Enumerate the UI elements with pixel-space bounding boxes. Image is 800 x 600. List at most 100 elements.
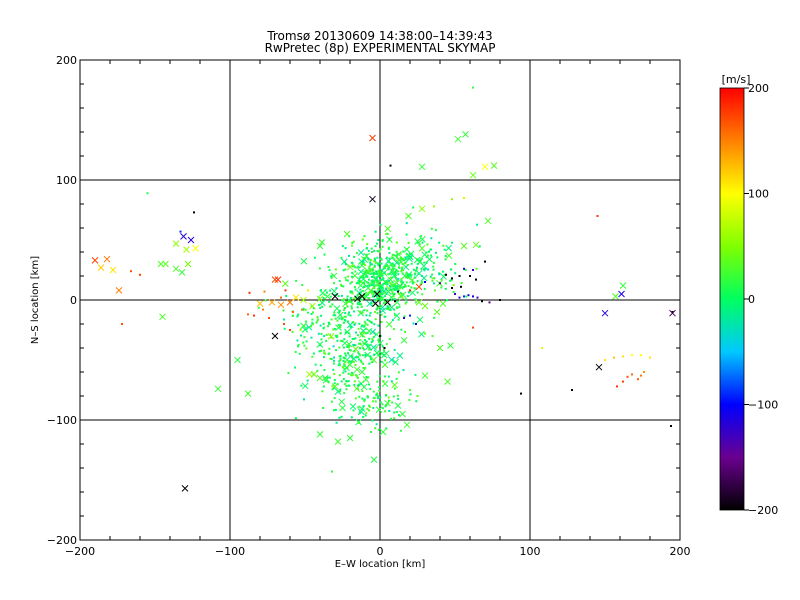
- data-point-dot: [481, 300, 483, 303]
- data-point-dot: [339, 357, 342, 360]
- data-point-dot: [394, 271, 397, 274]
- data-point-dot: [390, 417, 393, 420]
- chart-subtitle: RwPretec (8p) EXPERIMENTAL SKYMAP: [265, 41, 496, 55]
- data-point-dot: [355, 356, 358, 359]
- data-point-dot: [402, 281, 405, 284]
- data-point-x: [469, 171, 477, 179]
- data-point-dot: [312, 352, 315, 355]
- data-point-dot: [395, 254, 398, 257]
- data-point-dot: [363, 325, 366, 328]
- data-point-dot: [338, 317, 341, 320]
- data-point-x: [415, 299, 423, 306]
- data-point-x: [316, 242, 324, 250]
- data-point-dot: [361, 275, 364, 278]
- data-point-dot: [344, 352, 347, 355]
- data-point-dot: [264, 299, 267, 302]
- data-point-dot: [365, 246, 368, 249]
- data-point-dot: [318, 267, 321, 270]
- data-point-dot: [364, 354, 367, 357]
- data-point-dot: [380, 360, 383, 363]
- data-point-dot: [301, 284, 304, 287]
- data-point-dot: [376, 297, 379, 300]
- data-point-dot: [337, 323, 340, 326]
- data-point-x: [618, 290, 625, 298]
- data-point-dot: [383, 347, 386, 349]
- data-point-dot: [414, 287, 417, 290]
- data-point-dot: [385, 256, 388, 259]
- data-point-dot: [397, 262, 400, 265]
- data-point-dot: [305, 347, 308, 350]
- data-point-dot: [367, 249, 370, 252]
- data-point-dot: [385, 427, 388, 430]
- data-point-dot: [404, 274, 407, 277]
- data-point-dot: [314, 363, 317, 366]
- data-point-x: [407, 250, 415, 258]
- data-point-dot: [359, 291, 362, 294]
- data-point-dot: [342, 371, 345, 374]
- data-point-dot: [367, 272, 370, 275]
- data-point-dot: [395, 259, 398, 262]
- data-point-dot: [350, 416, 353, 419]
- data-point-dot: [353, 380, 356, 383]
- data-point-dot: [372, 301, 375, 304]
- data-point-x: [418, 245, 426, 252]
- data-point-dot: [604, 359, 606, 361]
- data-point-dot: [310, 336, 313, 339]
- data-point-x: [346, 263, 354, 271]
- data-point-dot: [337, 295, 340, 298]
- data-point-dot: [298, 352, 301, 355]
- data-point-x: [178, 269, 186, 276]
- data-point-dot: [405, 248, 408, 251]
- data-point-dot: [394, 300, 396, 303]
- data-point-dot: [387, 306, 390, 309]
- data-point-dot: [371, 292, 374, 295]
- data-point-dot: [332, 328, 335, 331]
- data-point-dot: [339, 283, 342, 286]
- data-point-dot: [369, 282, 372, 285]
- data-point-dot: [354, 288, 357, 291]
- data-point-dot: [389, 276, 392, 279]
- data-point-dot: [421, 293, 424, 296]
- data-point-dot: [460, 282, 463, 285]
- data-point-dot: [387, 399, 390, 402]
- data-point-dot: [349, 349, 352, 352]
- data-point-x: [418, 205, 426, 213]
- data-point-dot: [407, 241, 410, 244]
- data-point-dot: [362, 290, 365, 293]
- data-points: [91, 86, 676, 492]
- data-point-dot: [379, 278, 382, 281]
- data-point-dot: [433, 261, 436, 264]
- data-point-dot: [343, 315, 346, 318]
- data-point-dot: [374, 310, 377, 313]
- data-point-dot: [421, 241, 424, 244]
- data-point-x: [343, 230, 351, 238]
- data-point-dot: [334, 334, 337, 337]
- data-point-dot: [311, 321, 314, 324]
- data-point-dot: [377, 324, 380, 327]
- data-point-dot: [374, 298, 377, 301]
- data-point-dot: [363, 399, 366, 402]
- data-point-dot: [348, 349, 351, 352]
- data-point-dot: [409, 389, 411, 391]
- data-point-dot: [404, 285, 407, 288]
- data-point-x: [346, 297, 353, 305]
- data-point-x: [369, 195, 376, 203]
- data-point-dot: [366, 309, 369, 312]
- data-point-dot: [303, 344, 306, 347]
- data-point-x: [268, 299, 276, 306]
- data-point-dot: [356, 301, 359, 304]
- data-point-x: [379, 307, 387, 314]
- data-point-dot: [368, 314, 371, 317]
- data-point-dot: [317, 332, 320, 335]
- data-point-dot: [408, 291, 411, 294]
- data-point-dot: [341, 317, 344, 320]
- data-point-dot: [402, 257, 405, 260]
- data-point-dot: [344, 268, 347, 271]
- data-point-dot: [384, 283, 387, 286]
- data-point-x: [366, 300, 374, 308]
- data-point-dot: [323, 349, 326, 352]
- data-point-dot: [403, 262, 406, 265]
- data-point-dot: [401, 296, 404, 299]
- data-point-dot: [429, 254, 432, 257]
- data-point-x: [338, 398, 346, 406]
